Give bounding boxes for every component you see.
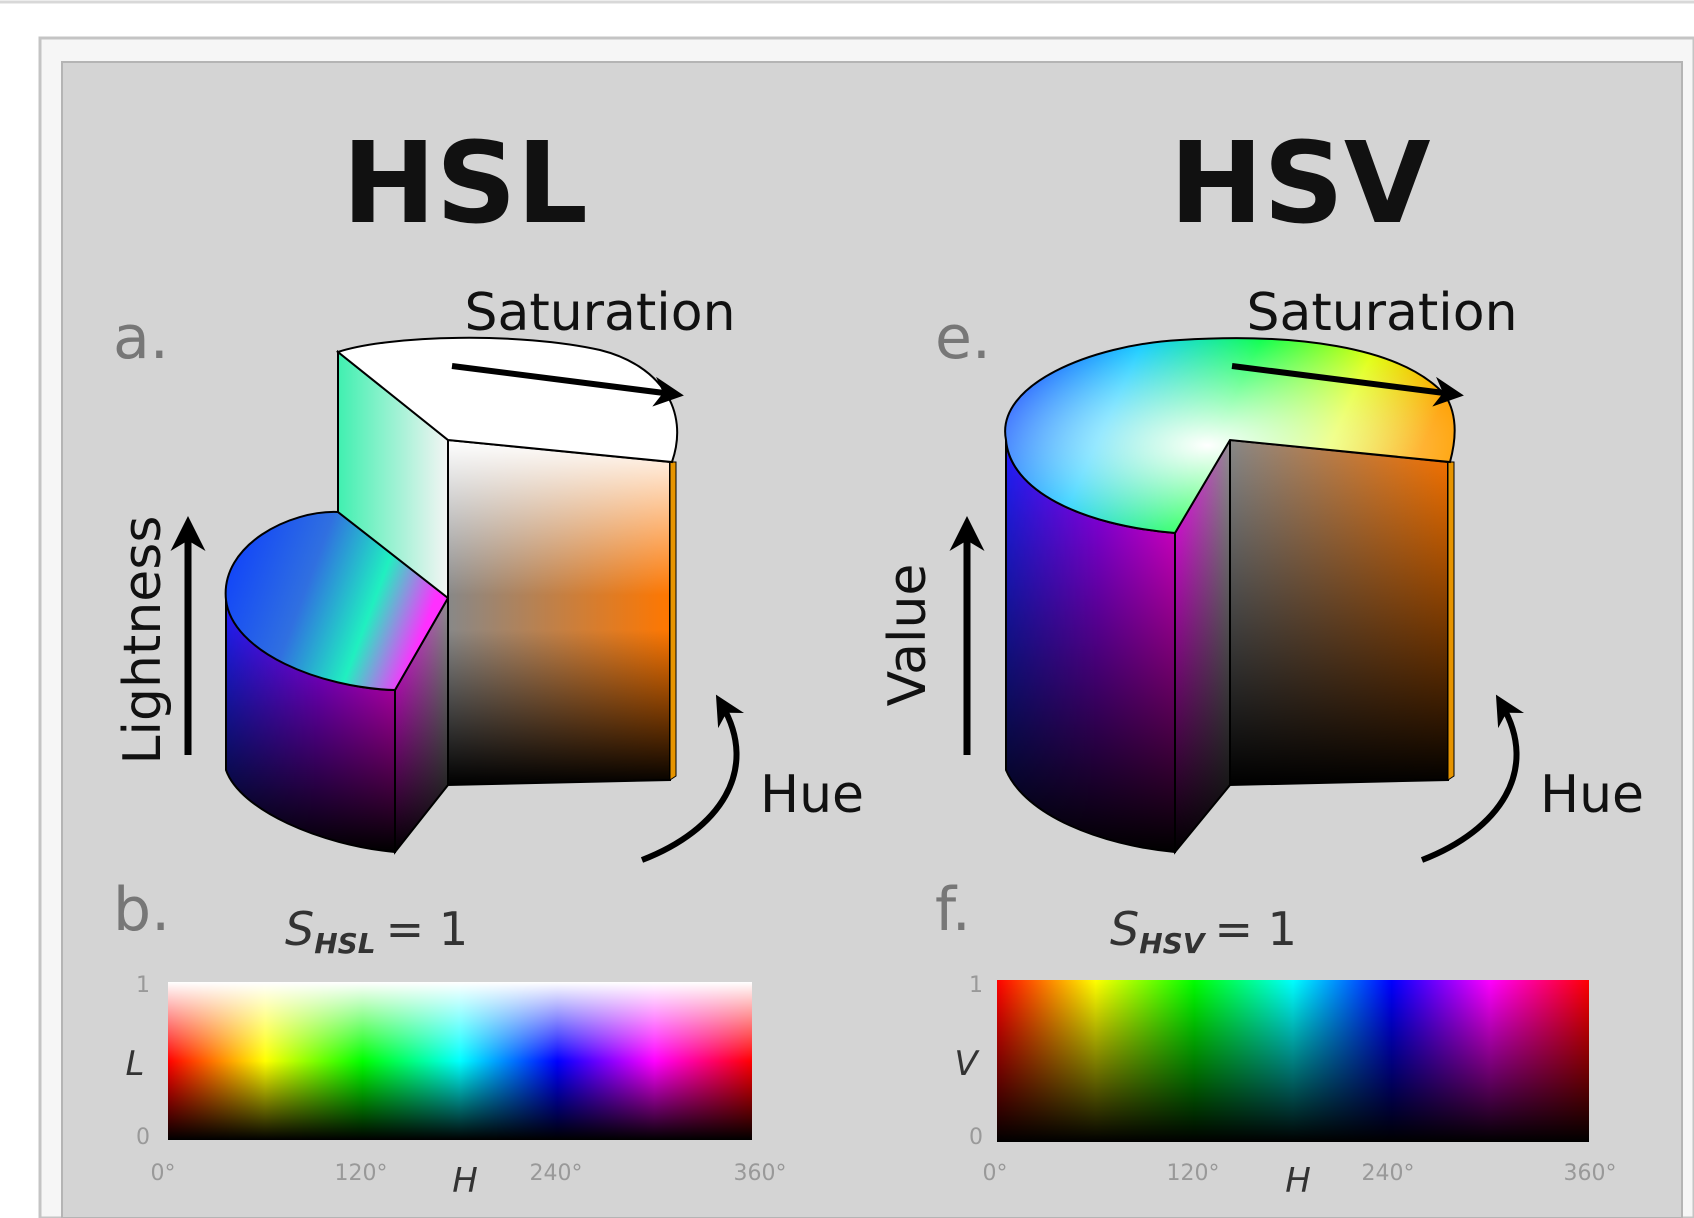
hsl-saturation-label: Saturation bbox=[464, 283, 735, 343]
hsl-saturation-arrow bbox=[451, 363, 684, 407]
hsl-cylinder bbox=[224, 336, 684, 855]
hsv-x-tick-240: 240° bbox=[1362, 1161, 1415, 1186]
hsl-y-tick-top: 1 bbox=[136, 973, 150, 998]
hsv-y-tick-top: 1 bbox=[969, 973, 983, 998]
hsl-x-tick-120: 120° bbox=[335, 1161, 388, 1186]
hsv-section: HSV e. Saturation Value Hue f. bbox=[878, 119, 1644, 1201]
hsl-x-axis-label: H bbox=[452, 1161, 478, 1201]
hsv-x-axis-label: H bbox=[1285, 1161, 1311, 1201]
hsv-panel-f-label: f. bbox=[935, 875, 971, 945]
hsl-section: HSL a. Saturation Lightness bbox=[113, 119, 864, 1201]
hsl-x-tick-360: 360° bbox=[734, 1161, 787, 1186]
hsv-x-tick-360: 360° bbox=[1564, 1161, 1617, 1186]
hsv-y-axis-label: V bbox=[954, 1044, 980, 1084]
hsl-lightness-label: Lightness bbox=[113, 516, 173, 765]
hsl-title: HSL bbox=[342, 119, 588, 249]
hsv-saturation-arrow bbox=[1231, 363, 1464, 407]
hsl-strip bbox=[168, 982, 752, 1140]
hsv-strip bbox=[997, 980, 1589, 1142]
hsv-value-label: Value bbox=[878, 564, 938, 707]
hsv-hue-label: Hue bbox=[1540, 765, 1644, 825]
hsl-x-tick-0: 0° bbox=[151, 1161, 176, 1186]
hsl-panel-a-label: a. bbox=[113, 303, 169, 373]
hsl-panel-b-label: b. bbox=[113, 875, 170, 945]
hsl-s-equation: SHSL = 1 bbox=[285, 902, 468, 960]
hsv-x-tick-0: 0° bbox=[983, 1161, 1008, 1186]
hsv-hue-arrow bbox=[1420, 694, 1525, 863]
hsv-y-tick-bottom: 0 bbox=[969, 1125, 983, 1150]
hsv-s-equation: SHSV = 1 bbox=[1110, 902, 1297, 960]
hsl-x-tick-240: 240° bbox=[530, 1161, 583, 1186]
hsl-hue-arrow bbox=[640, 694, 745, 863]
hsv-cylinder bbox=[1004, 337, 1464, 855]
hsv-title: HSV bbox=[1169, 119, 1430, 249]
hsl-y-axis-label: L bbox=[126, 1044, 145, 1084]
hsv-panel-e-label: e. bbox=[935, 303, 991, 373]
hsv-saturation-label: Saturation bbox=[1246, 283, 1517, 343]
hsl-y-tick-bottom: 0 bbox=[136, 1125, 150, 1150]
hsl-hue-label: Hue bbox=[760, 765, 864, 825]
hsv-x-tick-120: 120° bbox=[1167, 1161, 1220, 1186]
